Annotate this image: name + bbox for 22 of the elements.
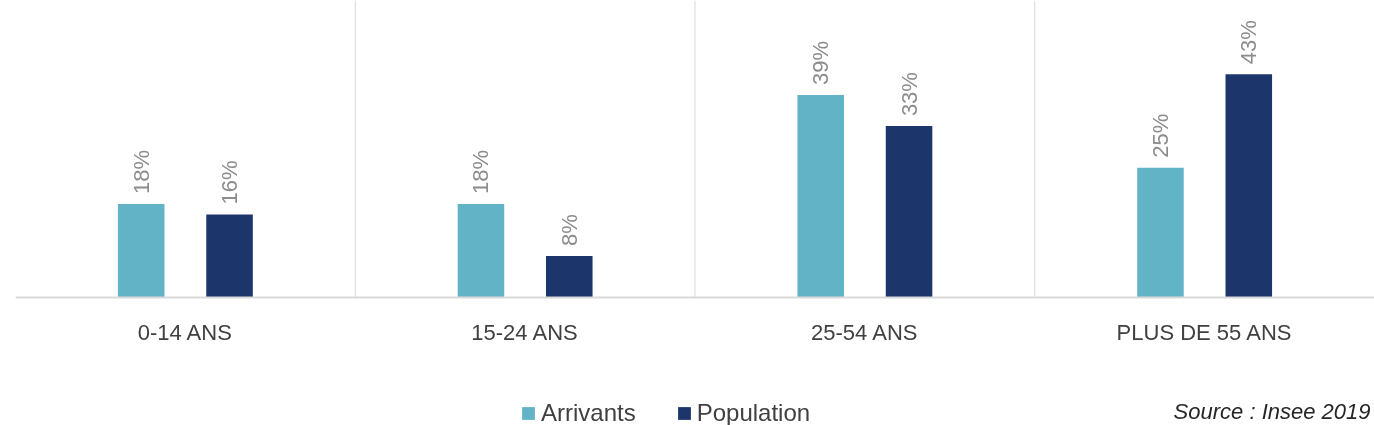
data-label: 43%	[1236, 20, 1262, 65]
bar	[797, 94, 844, 298]
data-label: 18%	[128, 149, 154, 195]
bar	[1225, 74, 1273, 298]
data-label: 8%	[556, 214, 582, 246]
data-label: 39%	[808, 40, 834, 85]
bar	[117, 204, 165, 298]
bar	[1137, 167, 1184, 298]
bar	[206, 214, 253, 298]
bar	[546, 255, 593, 298]
x-tick-label: 0-14 ANS	[137, 319, 232, 345]
data-label: 25%	[1147, 113, 1173, 158]
data-label: 18%	[468, 149, 494, 195]
data-label: 33%	[896, 72, 922, 117]
data-label: 16%	[217, 160, 243, 205]
x-tick-label: 25-54 ANS	[811, 319, 918, 345]
source-note: Source : Insee 2019	[1173, 398, 1371, 424]
bar	[457, 204, 505, 298]
legend-label: Arrivants	[541, 399, 636, 425]
x-tick-label: 15-24 ANS	[471, 319, 578, 345]
bar	[885, 126, 933, 298]
x-tick-label: PLUS DE 55 ANS	[1116, 319, 1292, 345]
